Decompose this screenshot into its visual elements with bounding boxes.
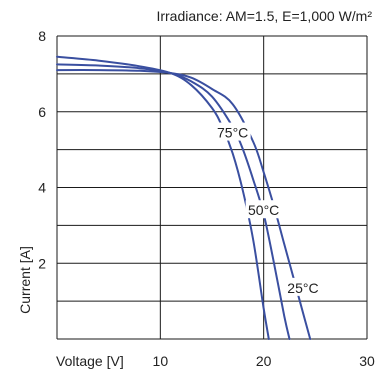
y-tick-label: 4 xyxy=(38,180,46,196)
curve-label-background xyxy=(245,200,282,219)
x-tick-labels: 10 20 30 xyxy=(153,353,375,369)
y-tick-label: 6 xyxy=(38,104,46,120)
curve-label-background xyxy=(284,277,321,296)
x-tick-label: 30 xyxy=(359,353,375,369)
series-line-75c xyxy=(56,55,270,340)
grid xyxy=(56,35,368,340)
curves xyxy=(56,55,312,340)
curve-label: 50°C xyxy=(248,202,279,218)
curve-label: 25°C xyxy=(287,280,318,296)
curve-label: 75°C xyxy=(217,125,248,141)
y-tick-label: 2 xyxy=(38,255,46,271)
y-tick-labels: 2 4 6 8 xyxy=(38,28,46,271)
y-axis-label: Current [A] xyxy=(17,246,33,314)
curve-label-background xyxy=(214,122,251,141)
x-tick-label: 20 xyxy=(256,353,272,369)
curve-labels: 75°C 50°C 25°C xyxy=(214,122,321,296)
chart-title: Irradiance: AM=1.5, E=1,000 W/m² xyxy=(156,8,372,24)
x-tick-label: 10 xyxy=(153,353,169,369)
y-tick-label: 8 xyxy=(38,28,46,44)
x-axis-label: Voltage [V] xyxy=(56,353,124,369)
